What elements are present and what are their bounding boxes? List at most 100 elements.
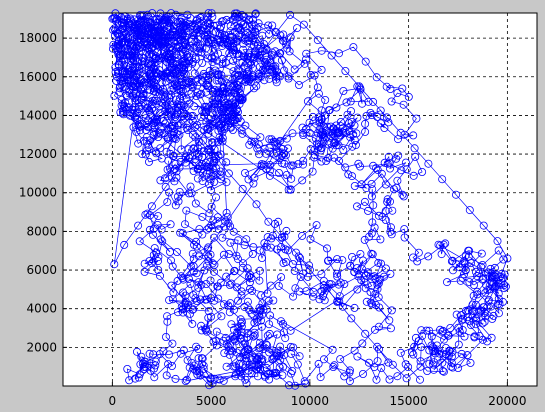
data-point-1598 [171,10,180,19]
data-point-1459 [154,132,163,141]
data-point-1129 [346,97,355,106]
data-point-1272 [208,95,217,104]
data-point-606 [265,329,274,338]
data-point-1160 [308,112,317,121]
data-point-832 [389,185,398,194]
data-point-405 [312,221,321,230]
data-point-1545 [208,100,217,109]
data-point-1194 [361,127,370,136]
data-point-1190 [333,128,342,137]
data-point-402 [268,231,277,240]
y-tick-label-4: 10000 [19,186,57,200]
data-point-1454 [149,127,158,136]
data-point-1724 [149,38,158,47]
data-point-1888 [245,34,254,43]
data-point-922 [485,272,494,281]
data-point-8 [199,136,208,145]
data-point-32 [493,237,502,246]
data-point-1210 [393,89,402,98]
data-point-1702 [178,49,187,58]
data-point-288 [210,145,219,154]
data-point-890 [460,259,469,268]
data-point-1665 [151,62,160,71]
data-point-43 [341,67,350,76]
data-point-495 [266,281,275,290]
data-point-1548 [222,106,231,115]
data-point-1111 [354,159,363,168]
data-point-790 [244,175,253,184]
data-point-659 [228,332,237,341]
data-point-1904 [240,52,249,61]
data-point-1041 [362,297,371,306]
data-point-425 [266,243,275,252]
data-point-577 [252,354,261,363]
data-point-1469 [143,122,152,131]
data-point-1675 [150,96,159,105]
data-point-1084 [368,218,377,227]
data-point-936 [459,314,468,323]
data-point-1232 [286,33,295,42]
data-point-60 [110,260,119,269]
data-point-1685 [114,68,123,77]
data-point-1679 [158,84,167,93]
data-point-1209 [387,97,396,106]
data-point-418 [295,254,304,263]
data-point-462 [217,312,226,321]
data-point-1664 [145,70,154,79]
data-point-1937 [281,151,290,160]
data-point-356 [202,102,211,111]
data-point-1843 [136,90,145,99]
data-point-721 [204,307,213,316]
data-point-359 [202,81,211,90]
data-point-925 [489,279,498,288]
data-point-1637 [152,68,161,77]
data-point-1627 [135,30,144,39]
data-point-1228 [284,72,293,81]
data-point-323 [178,92,187,101]
data-point-1668 [137,53,146,62]
data-point-1286 [173,121,182,130]
data-point-867 [499,255,508,264]
data-point-613 [215,375,224,384]
data-point-437 [244,272,253,281]
data-point-984 [425,326,434,335]
data-point-1076 [371,274,380,283]
data-point-1132 [342,98,351,107]
data-point-411 [324,256,333,265]
data-point-992 [429,365,438,374]
data-point-451 [224,301,233,310]
data-point-670 [187,358,196,367]
data-point-1864 [181,35,190,44]
data-point-1482 [145,107,154,116]
data-point-743 [182,206,191,215]
data-point-1943 [255,150,264,159]
data-point-1015 [385,375,394,384]
data-point-439 [247,273,256,282]
data-point-528 [329,362,338,371]
data-point-1608 [113,14,122,23]
data-point-836 [363,206,372,215]
data-point-883 [494,289,503,298]
data-point-1891 [220,35,229,44]
data-point-842 [381,206,390,215]
data-point-849 [414,248,423,257]
data-point-1613 [121,30,130,39]
data-point-329 [192,121,201,130]
data-point-1164 [318,128,327,137]
data-point-1098 [411,152,420,161]
data-point-1984 [210,233,219,242]
data-point-1965 [146,211,155,220]
data-point-1188 [336,131,345,140]
data-point-1354 [114,60,123,69]
data-point-651 [199,361,208,370]
data-point-1876 [217,17,226,26]
data-point-1711 [191,55,200,64]
data-point-298 [170,177,179,186]
data-point-447 [253,314,262,323]
data-point-1134 [315,116,324,125]
data-point-1632 [132,57,141,66]
data-point-46 [299,20,308,29]
data-point-465 [202,261,211,270]
data-point-1820 [211,66,220,75]
data-point-1959 [204,180,213,189]
